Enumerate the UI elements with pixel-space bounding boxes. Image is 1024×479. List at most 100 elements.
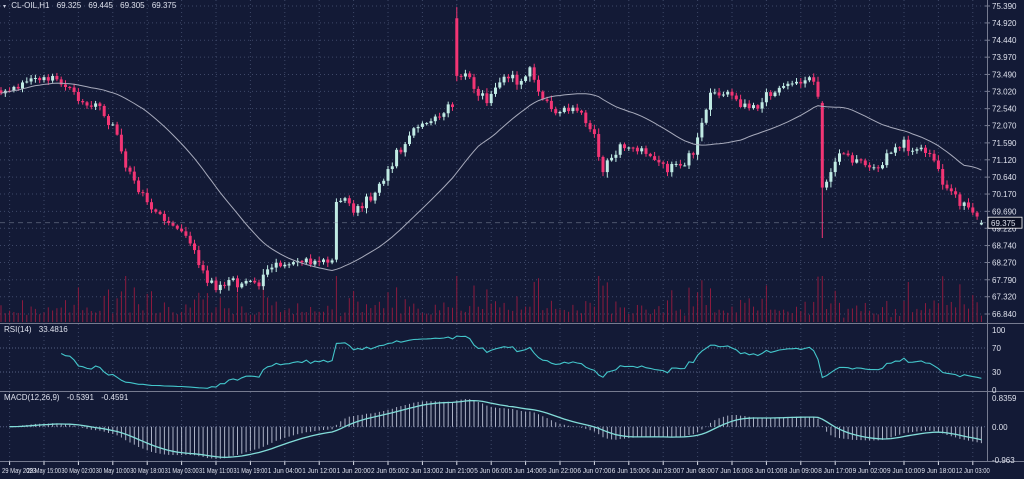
candle-body bbox=[16, 86, 20, 89]
candle-body bbox=[253, 280, 257, 283]
candle-body bbox=[666, 163, 669, 173]
candle-body bbox=[717, 92, 721, 96]
candle-body bbox=[107, 116, 110, 126]
candle-body bbox=[64, 84, 67, 87]
symbol-timeframe-label: CL-OIL,H1 bbox=[11, 1, 50, 10]
candle-body bbox=[201, 265, 205, 271]
candle-body bbox=[721, 94, 725, 96]
time-axis-label: 9 Jun 18:00 bbox=[921, 466, 955, 475]
candle-body bbox=[928, 153, 932, 155]
candle-body bbox=[373, 192, 377, 201]
candle-body bbox=[683, 165, 687, 167]
candle-body bbox=[175, 225, 179, 229]
candle-body bbox=[906, 139, 910, 152]
candle-body bbox=[485, 93, 489, 104]
candle-body bbox=[713, 92, 717, 94]
candle-body bbox=[816, 81, 820, 97]
candle-body bbox=[515, 74, 519, 85]
candle-body bbox=[911, 150, 915, 152]
candle-body bbox=[171, 223, 175, 226]
candle-body bbox=[786, 83, 790, 87]
candle-body bbox=[270, 267, 274, 270]
rsi-line bbox=[60, 335, 982, 389]
candle-body bbox=[459, 75, 463, 77]
candle-body bbox=[317, 260, 321, 262]
candle-body bbox=[377, 183, 381, 193]
candle-body bbox=[304, 258, 308, 263]
candle-body bbox=[975, 212, 979, 217]
candle-body bbox=[932, 153, 936, 161]
candle-body bbox=[661, 162, 665, 164]
candle-body bbox=[687, 153, 691, 166]
candle-body bbox=[756, 105, 760, 109]
candle-body bbox=[162, 213, 166, 221]
candle-body bbox=[433, 116, 437, 122]
candle-body bbox=[743, 103, 747, 107]
rsi-axis-tick-label: 70 bbox=[992, 344, 1001, 353]
candle-body bbox=[468, 73, 472, 78]
candle-body bbox=[958, 194, 962, 206]
price-axis-tick-label: 69.690 bbox=[992, 207, 1017, 216]
candle-body bbox=[442, 113, 446, 117]
candle-body bbox=[76, 91, 80, 102]
time-axis-label: 6 Jun 23:00 bbox=[646, 466, 680, 475]
time-axis-label: 9 Jun 02:00 bbox=[853, 466, 887, 475]
candle-body bbox=[382, 180, 386, 184]
candle-body bbox=[334, 201, 338, 260]
candle-body bbox=[863, 160, 867, 166]
candle-body bbox=[605, 160, 609, 173]
candle-body bbox=[936, 160, 940, 170]
candle-body bbox=[205, 270, 209, 283]
candle-body bbox=[842, 153, 846, 155]
candle-body bbox=[545, 99, 549, 101]
candle-body bbox=[313, 260, 317, 265]
candle-body bbox=[214, 280, 218, 291]
price-axis[interactable]: 75.390 74.920 74.440 73.970 73.490 73.020 72.5… bbox=[985, 2, 1023, 465]
candle-body bbox=[463, 73, 467, 77]
candle-body bbox=[769, 92, 773, 96]
candle-body bbox=[588, 123, 592, 130]
candle-body bbox=[580, 110, 583, 113]
candle-body bbox=[33, 77, 37, 79]
candle-body bbox=[180, 228, 184, 232]
candle-body bbox=[339, 200, 343, 202]
candle-body bbox=[102, 106, 106, 117]
candle-body bbox=[747, 103, 751, 109]
price-axis-tick-label: 74.440 bbox=[992, 36, 1017, 45]
candle-body bbox=[812, 77, 816, 82]
candle-body bbox=[618, 144, 622, 155]
price-axis-tick-label: 72.070 bbox=[992, 122, 1017, 131]
time-axis-label: 31 May 11:00 bbox=[199, 466, 233, 475]
candle-body bbox=[287, 264, 291, 266]
candle-body bbox=[941, 169, 945, 185]
macd-signal-value: -0.4591 bbox=[101, 393, 129, 402]
candle-body bbox=[119, 134, 123, 152]
candle-body bbox=[416, 126, 420, 129]
chart-header: ▾ CL-OIL,H1 69.325 69.445 69.305 69.375 bbox=[3, 1, 181, 12]
candle-body bbox=[803, 80, 807, 84]
candle-body bbox=[795, 81, 798, 84]
candle-body bbox=[777, 87, 781, 93]
time-axis-label: 31 May 19:00 bbox=[233, 466, 267, 475]
candle-body bbox=[42, 77, 46, 81]
ohlc-open-value: 69.325 bbox=[56, 1, 82, 10]
candle-body bbox=[799, 81, 803, 84]
candle-body bbox=[644, 148, 648, 154]
candle-body bbox=[820, 102, 824, 188]
candle-body bbox=[98, 103, 102, 107]
rsi-value: 33.4816 bbox=[38, 325, 68, 334]
candle-body bbox=[635, 147, 639, 152]
candle-body bbox=[352, 203, 356, 213]
candle-body bbox=[691, 153, 695, 155]
candle-body bbox=[915, 149, 919, 151]
candle-body bbox=[451, 104, 454, 107]
candle-body bbox=[218, 284, 222, 291]
candle-body bbox=[502, 76, 506, 83]
candle-body bbox=[610, 157, 614, 161]
candle-body bbox=[506, 76, 510, 79]
candle-body bbox=[360, 206, 364, 209]
candle-body bbox=[979, 222, 983, 225]
macd-signal-line bbox=[9, 399, 982, 458]
